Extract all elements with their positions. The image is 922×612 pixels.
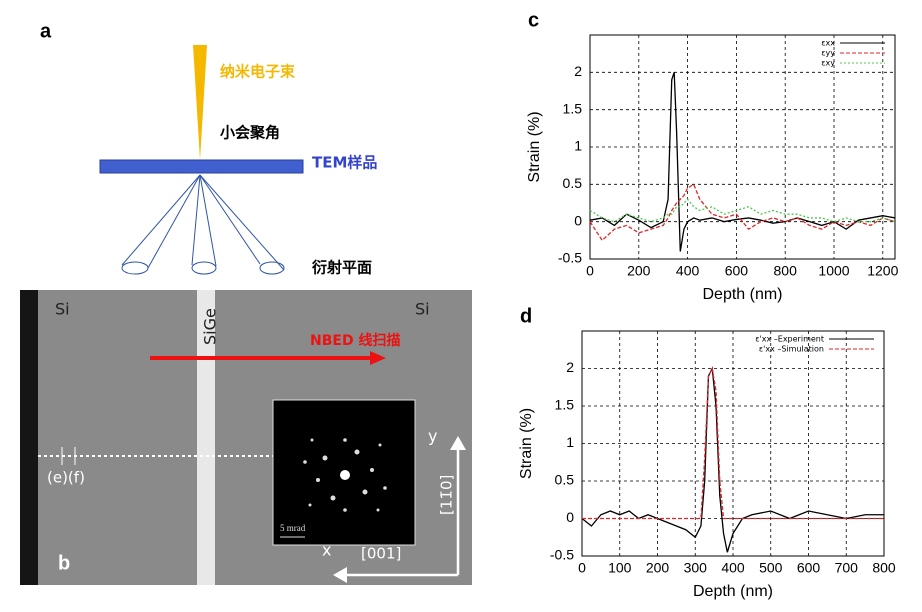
y-tick-label: -0.5 — [558, 250, 582, 266]
x-tick-label: 800 — [774, 263, 798, 279]
si-label: Si — [55, 300, 70, 319]
x-tick-label: 300 — [684, 560, 708, 576]
sige-label: SiGe — [201, 308, 220, 345]
y-tick-label: 0.5 — [563, 175, 583, 191]
x-tick-label: 1000 — [818, 263, 849, 279]
scan-label: NBED 线扫描 — [310, 332, 400, 349]
axis-y-label: y — [428, 427, 437, 446]
y-tick-label: -0.5 — [550, 547, 574, 563]
y-tick-label: 1.5 — [555, 397, 575, 413]
x-axis-label: Depth (nm) — [693, 583, 773, 600]
legend-label: εxx — [821, 39, 835, 48]
sample — [99, 159, 304, 174]
x-tick-label: 100 — [608, 560, 632, 576]
dir-x-label: [001] — [361, 545, 401, 563]
data-line — [589, 198, 896, 223]
legend-label: εxy — [821, 59, 835, 68]
y-tick-label: 2 — [566, 359, 574, 375]
x-tick-label: 700 — [835, 560, 859, 576]
points-label: (e)(f) — [47, 469, 85, 487]
y-tick-label: 0.5 — [555, 472, 575, 488]
axes-arrows — [333, 436, 466, 583]
x-axis-label: Depth (nm) — [702, 286, 782, 303]
x-tick-label: 400 — [721, 560, 745, 576]
x-tick-label: 0 — [586, 263, 594, 279]
scale-label: 5 mrad — [280, 523, 306, 533]
dir-y-label: [11̄0] — [438, 475, 456, 515]
sige-band — [197, 290, 215, 585]
x-tick-label: 600 — [797, 560, 821, 576]
panel-label: b — [58, 552, 70, 574]
data-line — [582, 366, 884, 520]
y-tick-label: 0 — [566, 509, 574, 525]
electron-beam — [193, 45, 207, 160]
si-label: Si — [415, 300, 430, 319]
plane-label: 衍射平面 — [311, 259, 372, 277]
x-tick-label: 0 — [578, 560, 586, 576]
x-tick-label: 1200 — [867, 263, 898, 279]
panel-label: c — [528, 9, 539, 31]
diffraction-cones — [121, 174, 285, 275]
sample-label: TEM样品 — [312, 154, 377, 172]
y-axis-label: Strain (%) — [526, 111, 543, 182]
y-tick-label: 1 — [566, 434, 574, 450]
diffraction-spots — [303, 438, 387, 512]
x-tick-label: 600 — [725, 263, 749, 279]
x-tick-label: 400 — [676, 263, 700, 279]
legend-label: ε'xx –Simulation — [759, 345, 824, 354]
x-tick-label: 200 — [646, 560, 670, 576]
y-tick-label: 1.5 — [563, 100, 583, 116]
y-tick-label: 2 — [574, 63, 582, 79]
x-tick-label: 200 — [627, 263, 651, 279]
y-tick-label: 0 — [574, 212, 582, 228]
plot-frame — [581, 330, 885, 557]
panel-label: a — [40, 20, 52, 42]
data-line — [589, 183, 896, 242]
y-axis-label: Strain (%) — [518, 408, 535, 479]
dark-edge — [20, 290, 38, 585]
angle-label: 小会聚角 — [220, 124, 280, 142]
x-tick-label: 500 — [759, 560, 783, 576]
plot-frame — [589, 34, 896, 260]
legend-label: εyy — [821, 49, 835, 58]
panel-label: d — [520, 305, 532, 327]
axis-x-label: x — [322, 541, 331, 560]
legend-label: ε'xx –Experiment — [755, 335, 824, 344]
scan-arrowhead — [370, 351, 386, 365]
x-tick-label: 800 — [872, 560, 896, 576]
y-tick-label: 1 — [574, 138, 582, 154]
beam-label: 纳米电子束 — [220, 63, 296, 81]
